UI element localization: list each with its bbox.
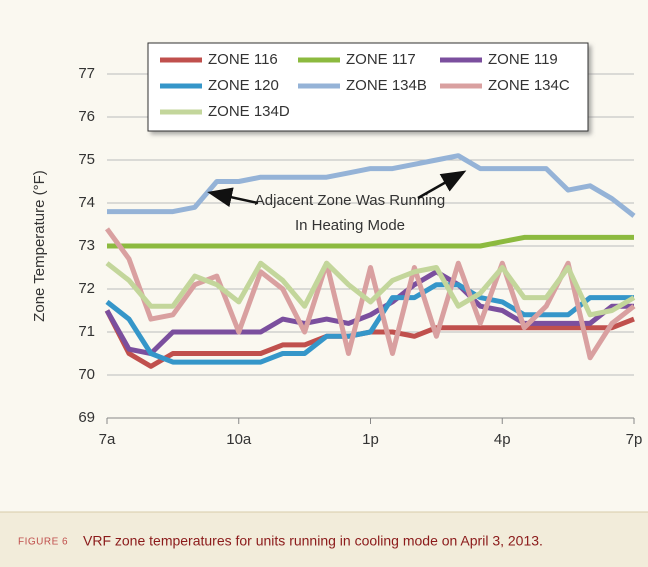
series-line [104, 269, 634, 356]
legend-box [147, 42, 589, 132]
caption: VRF zone temperatures for units running … [83, 533, 543, 549]
y-tick-label: 73 [78, 237, 95, 254]
series-line [107, 234, 634, 249]
series-line [105, 260, 636, 318]
y-tick-label: 70 [78, 366, 95, 383]
y-axis-label: Zone Temperature (°F) [31, 170, 48, 322]
x-tick-label: 4p [494, 431, 511, 448]
x-tick-label: 7p [626, 431, 643, 448]
series-line [105, 282, 634, 365]
y-tick-label: 72 [78, 280, 95, 297]
annotation: In Heating Mode [295, 217, 405, 234]
legend-label: ZONE 117 [346, 51, 416, 68]
y-tick-label: 75 [78, 151, 95, 168]
legend-label: ZONE 134B [346, 77, 427, 94]
annotation-arrow [207, 187, 259, 208]
chart: 69 70 71 72 73 74 75 76 77 7a 10a 1p 4p 7p Zone Temper… [31, 42, 643, 448]
figure-label: FIGURE 6 [18, 537, 68, 548]
legend-label: ZONE 119 [488, 51, 558, 68]
legend: ZONE 116 ZONE 117 ZONE 119 ZONE 120 ZONE 134… [147, 42, 589, 132]
annotation-arrow [417, 170, 467, 200]
legend-label: ZONE 134D [208, 103, 290, 120]
legend-label: ZONE 120 [208, 77, 279, 94]
y-tick-label: 74 [78, 194, 95, 211]
legend-label: ZONE 116 [208, 51, 278, 68]
y-tick-label: 77 [78, 65, 95, 82]
y-tick-label: 71 [78, 323, 95, 340]
y-tick-label: 69 [78, 409, 95, 426]
annotation: Adjacent Zone Was Running [255, 192, 445, 209]
x-tick-label: 1p [362, 431, 379, 448]
x-tick-label: 7a [99, 431, 116, 448]
y-tick-label: 76 [78, 108, 95, 125]
series-line [107, 153, 636, 218]
series-line [104, 227, 636, 361]
x-tick-label: 10a [226, 431, 252, 448]
legend-label: ZONE 134C [488, 77, 570, 94]
